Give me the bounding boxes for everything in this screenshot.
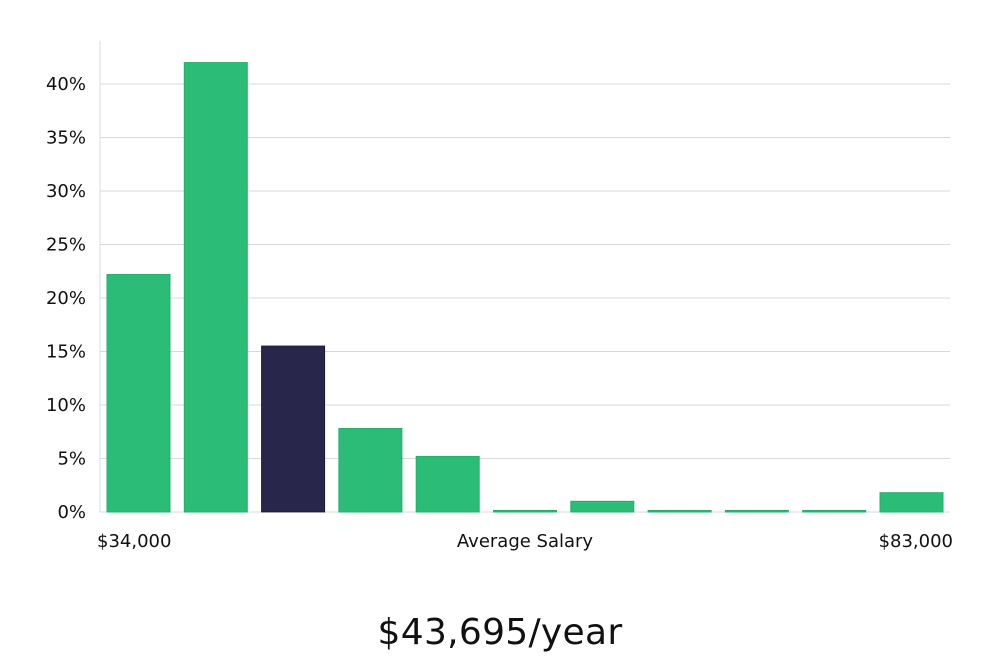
bars (106, 62, 944, 513)
bar (802, 510, 867, 513)
bar (183, 62, 248, 513)
bar (724, 510, 789, 513)
y-axis-ticks: 0% 5% 10% 15% 20% 25% 30% 35% 40% (46, 74, 86, 523)
bar (879, 492, 944, 513)
bar (106, 274, 171, 513)
bar (493, 510, 557, 513)
x-axis-title: Average Salary (457, 531, 594, 552)
salary-histogram-chart: 0% 5% 10% 15% 20% 25% 30% 35% 40% $34,000 Averag… (46, 41, 953, 552)
average-salary-value: $43,695/year (377, 612, 623, 653)
y-tick-label: 5% (57, 449, 86, 470)
bar (338, 428, 403, 513)
y-tick-label: 30% (46, 181, 86, 202)
y-tick-label: 0% (57, 502, 86, 523)
y-tick-label: 20% (46, 288, 86, 309)
bar (415, 455, 480, 513)
bar-highlighted (261, 345, 326, 513)
bar (647, 510, 712, 513)
y-tick-label: 10% (46, 395, 86, 416)
y-tick-label: 35% (46, 128, 86, 149)
bar (570, 500, 635, 513)
y-tick-label: 25% (46, 235, 86, 256)
x-start-label: $34,000 (97, 531, 171, 552)
x-end-label: $83,000 (879, 531, 953, 552)
y-tick-label: 15% (46, 342, 86, 363)
y-tick-label: 40% (46, 74, 86, 95)
